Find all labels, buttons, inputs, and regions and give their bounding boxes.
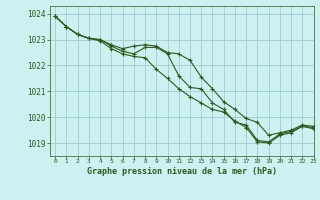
X-axis label: Graphe pression niveau de la mer (hPa): Graphe pression niveau de la mer (hPa) — [87, 167, 276, 176]
